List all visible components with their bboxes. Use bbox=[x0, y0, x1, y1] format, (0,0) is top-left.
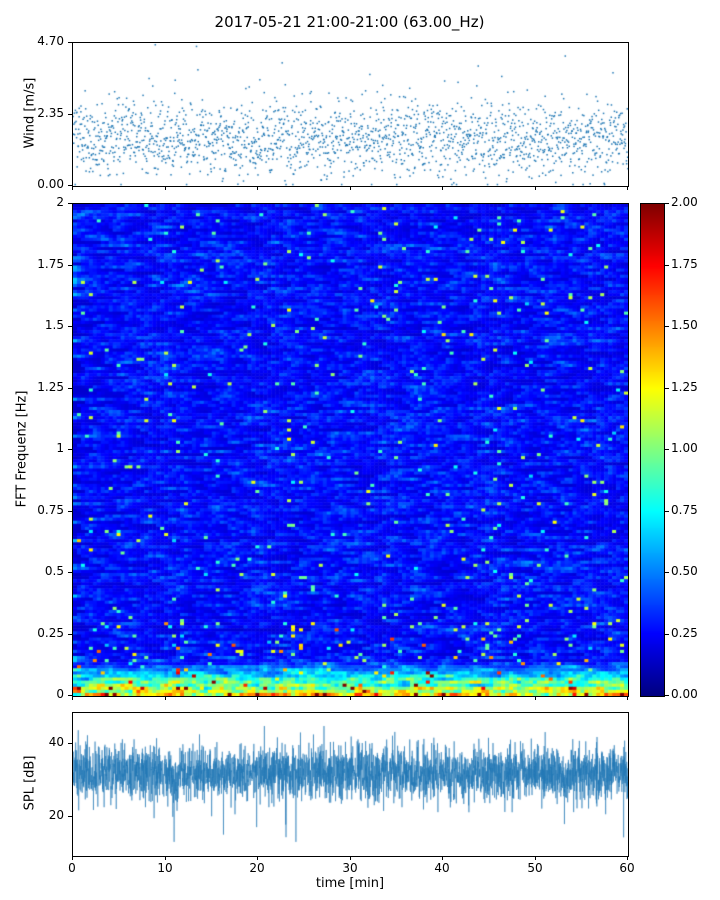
tick-mark bbox=[627, 856, 628, 860]
tick-mark bbox=[442, 856, 443, 860]
tick-mark bbox=[68, 572, 72, 573]
tick-mark bbox=[350, 186, 351, 190]
tick-label: 0.75 bbox=[37, 503, 64, 517]
tick-mark bbox=[442, 696, 443, 700]
tick-mark bbox=[665, 695, 669, 696]
tick-label: 1 bbox=[56, 441, 64, 455]
tick-mark bbox=[442, 186, 443, 190]
tick-mark bbox=[165, 186, 166, 190]
tick-mark bbox=[165, 696, 166, 700]
spl-line-canvas bbox=[72, 712, 629, 857]
tick-mark bbox=[68, 265, 72, 266]
tick-mark bbox=[535, 696, 536, 700]
tick-mark bbox=[665, 572, 669, 573]
tick-label: 20 bbox=[249, 861, 265, 875]
tick-mark bbox=[627, 186, 628, 190]
tick-mark bbox=[72, 186, 73, 190]
tick-label: 0.25 bbox=[671, 626, 698, 640]
tick-label: 2.00 bbox=[671, 195, 698, 209]
tick-mark bbox=[535, 856, 536, 860]
tick-mark bbox=[68, 634, 72, 635]
tick-mark bbox=[68, 388, 72, 389]
tick-label: 60 bbox=[619, 861, 635, 875]
tick-mark bbox=[665, 511, 669, 512]
tick-mark bbox=[68, 42, 72, 43]
x-axis-label: time [min] bbox=[315, 876, 385, 891]
tick-label: 1.25 bbox=[37, 380, 64, 394]
tick-mark bbox=[257, 856, 258, 860]
tick-mark bbox=[68, 326, 72, 327]
tick-mark bbox=[68, 695, 72, 696]
tick-label: 1.5 bbox=[44, 318, 64, 332]
tick-label: 2 bbox=[56, 195, 64, 209]
tick-mark bbox=[665, 388, 669, 389]
tick-mark bbox=[665, 634, 669, 635]
tick-mark bbox=[68, 511, 72, 512]
tick-label: 1.50 bbox=[671, 318, 698, 332]
tick-label: 50 bbox=[527, 861, 543, 875]
tick-label: 40 bbox=[48, 735, 64, 749]
figure-title: 2017-05-21 21:00-21:00 (63.00_Hz) bbox=[214, 13, 485, 31]
tick-label: 1.00 bbox=[671, 441, 698, 455]
tick-label: 0.50 bbox=[671, 564, 698, 578]
tick-label: 1.75 bbox=[671, 257, 698, 271]
tick-mark bbox=[165, 856, 166, 860]
tick-label: 2.35 bbox=[37, 106, 64, 120]
tick-mark bbox=[665, 449, 669, 450]
tick-label: 0.75 bbox=[671, 503, 698, 517]
tick-mark bbox=[665, 203, 669, 204]
tick-label: 1.75 bbox=[37, 257, 64, 271]
tick-label: 40 bbox=[434, 861, 450, 875]
tick-label: 0 bbox=[56, 687, 64, 701]
tick-label: 30 bbox=[342, 861, 358, 875]
tick-mark bbox=[535, 186, 536, 190]
tick-mark bbox=[627, 696, 628, 700]
tick-label: 0 bbox=[68, 861, 76, 875]
tick-mark bbox=[72, 856, 73, 860]
tick-label: 10 bbox=[157, 861, 173, 875]
wind-scatter-canvas bbox=[72, 42, 629, 187]
spectrogram-canvas bbox=[72, 203, 629, 697]
tick-mark bbox=[665, 326, 669, 327]
tick-label: 0.00 bbox=[37, 177, 64, 191]
tick-mark bbox=[68, 203, 72, 204]
tick-mark bbox=[68, 114, 72, 115]
spl-ylabel: SPL [dB] bbox=[22, 755, 38, 811]
tick-mark bbox=[68, 743, 72, 744]
tick-mark bbox=[68, 449, 72, 450]
tick-mark bbox=[68, 816, 72, 817]
tick-mark bbox=[72, 696, 73, 700]
tick-label: 0.00 bbox=[671, 687, 698, 701]
colorbar-canvas bbox=[640, 203, 665, 697]
tick-mark bbox=[257, 186, 258, 190]
tick-label: 0.25 bbox=[37, 626, 64, 640]
tick-mark bbox=[665, 265, 669, 266]
tick-mark bbox=[68, 185, 72, 186]
tick-mark bbox=[257, 696, 258, 700]
tick-mark bbox=[350, 696, 351, 700]
tick-label: 1.25 bbox=[671, 380, 698, 394]
tick-mark bbox=[350, 856, 351, 860]
tick-label: 20 bbox=[48, 808, 64, 822]
tick-label: 4.70 bbox=[37, 34, 64, 48]
tick-label: 0.5 bbox=[44, 564, 64, 578]
